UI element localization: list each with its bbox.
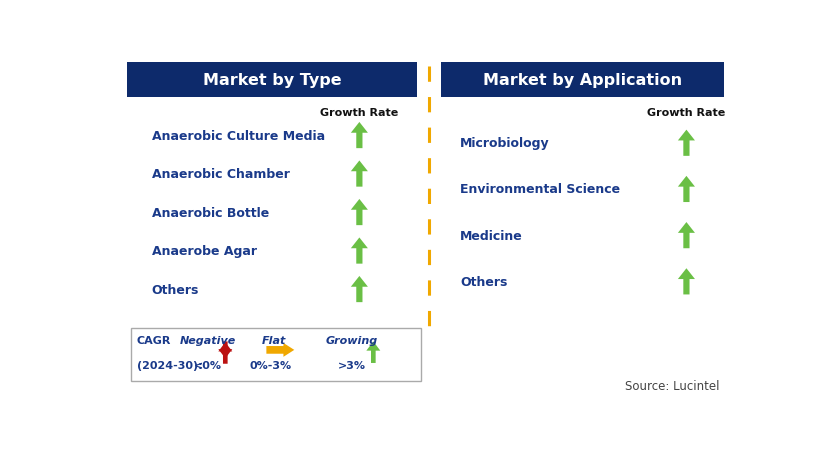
Text: Growth Rate: Growth Rate <box>647 108 724 118</box>
Text: Growth Rate: Growth Rate <box>320 108 398 118</box>
Text: Others: Others <box>152 283 199 296</box>
FancyArrow shape <box>350 238 368 264</box>
Text: Environmental Science: Environmental Science <box>460 183 619 196</box>
Bar <box>131 328 421 381</box>
Text: 0%-3%: 0%-3% <box>249 360 291 369</box>
FancyArrow shape <box>677 176 694 202</box>
FancyArrow shape <box>677 269 694 295</box>
FancyArrow shape <box>350 161 368 187</box>
Text: >3%: >3% <box>337 360 365 369</box>
Text: Negative: Negative <box>180 335 236 345</box>
Text: Microbiology: Microbiology <box>460 137 549 150</box>
Text: Market by Application: Market by Application <box>482 73 681 88</box>
Text: Others: Others <box>460 275 507 288</box>
Bar <box>127 63 417 98</box>
Text: <0%: <0% <box>194 360 222 369</box>
FancyArrow shape <box>266 343 294 357</box>
Text: Medicine: Medicine <box>460 229 522 242</box>
Text: Flat: Flat <box>262 335 286 345</box>
Text: Anaerobic Culture Media: Anaerobic Culture Media <box>152 129 325 142</box>
Text: Market by Type: Market by Type <box>203 73 341 88</box>
Text: CAGR: CAGR <box>137 335 171 345</box>
Text: Anaerobic Bottle: Anaerobic Bottle <box>152 206 268 219</box>
FancyArrow shape <box>677 130 694 157</box>
Text: (2024-30):: (2024-30): <box>137 360 202 369</box>
Text: Growing: Growing <box>325 335 378 345</box>
FancyArrow shape <box>350 200 368 226</box>
FancyArrow shape <box>677 223 694 249</box>
Text: Source: Lucintel: Source: Lucintel <box>624 379 719 392</box>
FancyArrow shape <box>350 123 368 149</box>
FancyArrow shape <box>350 276 368 302</box>
Bar <box>440 63 723 98</box>
Text: Anaerobic Chamber: Anaerobic Chamber <box>152 168 289 181</box>
FancyArrow shape <box>218 341 232 358</box>
FancyArrow shape <box>366 341 380 363</box>
Text: Anaerobe Agar: Anaerobe Agar <box>152 245 257 257</box>
FancyArrow shape <box>218 342 232 364</box>
